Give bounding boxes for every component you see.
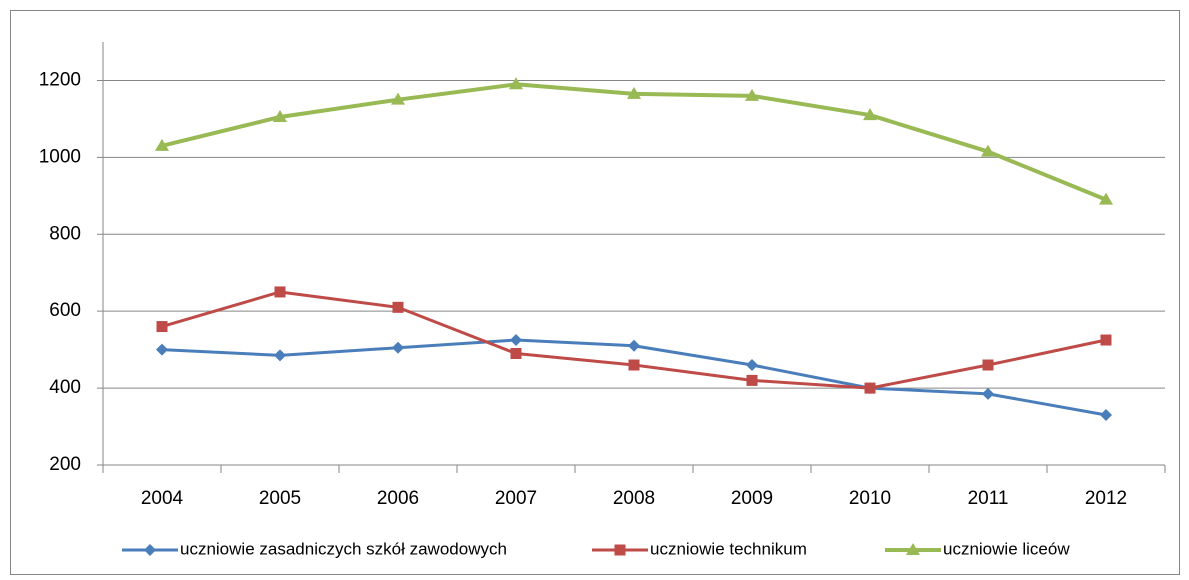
x-tick-label: 2006 (377, 488, 419, 509)
marker (614, 544, 626, 556)
marker (981, 144, 995, 157)
marker (864, 382, 876, 394)
marker (391, 92, 405, 105)
marker (144, 544, 156, 556)
y-tick-label: 800 (49, 223, 81, 244)
marker (1100, 334, 1112, 346)
legend-label: uczniowie zasadniczych szkół zawodowych (180, 539, 507, 558)
marker (628, 359, 640, 371)
marker (628, 339, 640, 352)
x-tick-label: 2007 (495, 488, 537, 509)
x-tick-label: 2011 (968, 488, 1009, 509)
x-tick-label: 2005 (259, 488, 301, 509)
y-tick-label: 200 (49, 454, 81, 475)
marker (906, 543, 920, 555)
marker (1100, 409, 1112, 422)
marker (392, 301, 404, 313)
marker (746, 374, 758, 386)
y-tick-label: 600 (49, 300, 81, 321)
marker (1099, 192, 1113, 205)
marker (155, 138, 169, 151)
y-tick-label: 400 (49, 377, 81, 398)
marker (510, 347, 522, 359)
marker (746, 359, 758, 372)
marker (982, 359, 994, 371)
x-tick-label: 2012 (1085, 488, 1127, 509)
x-tick-label: 2008 (613, 488, 655, 509)
y-tick-label: 1200 (39, 69, 81, 90)
marker (982, 387, 994, 400)
marker (273, 109, 287, 122)
legend-label: uczniowie technikum (650, 539, 807, 558)
marker (156, 321, 168, 333)
x-tick-label: 2010 (849, 488, 891, 509)
legend-label: uczniowie liceów (943, 539, 1070, 558)
marker (392, 341, 404, 354)
marker (745, 88, 759, 101)
marker (627, 86, 641, 99)
chart-border (10, 10, 1180, 575)
marker (156, 343, 168, 356)
marker (863, 108, 877, 121)
y-tick-label: 1000 (39, 146, 81, 167)
marker (274, 349, 286, 362)
marker (510, 334, 522, 347)
x-tick-label: 2004 (141, 488, 184, 509)
marker (274, 286, 286, 298)
marker (509, 77, 523, 90)
x-tick-label: 2009 (731, 488, 773, 509)
